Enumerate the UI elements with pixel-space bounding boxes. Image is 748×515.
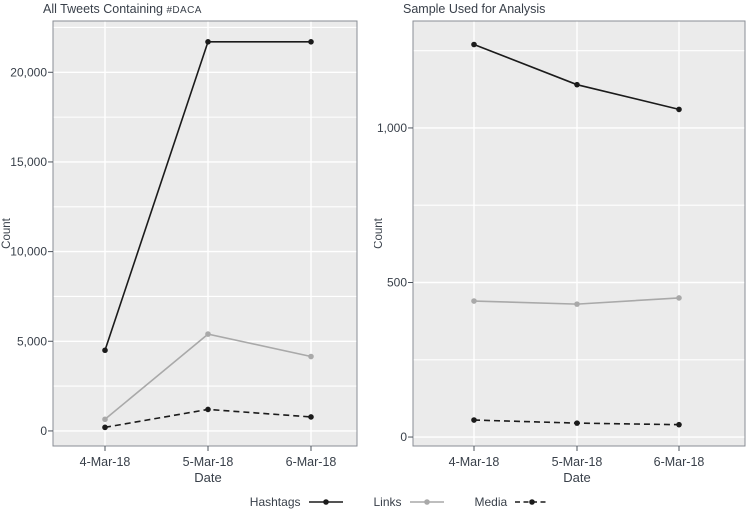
series-hashtags	[471, 41, 682, 113]
plot-background	[413, 21, 745, 446]
chart-title-all-tweets-text: All Tweets Containing	[43, 2, 167, 16]
plot-border	[52, 20, 358, 447]
y-tick-label: 10,000	[10, 245, 47, 259]
y-axis: 0 5,000 10,000 15,000 20,000	[10, 65, 53, 438]
series-hashtags	[102, 39, 314, 354]
legend-label-links: Links	[373, 495, 402, 509]
legend-marker	[322, 499, 329, 505]
data-point-links	[471, 298, 477, 304]
x-tick-label: 4-Mar-18	[449, 455, 500, 469]
data-point-media	[205, 406, 211, 413]
data-point-hashtags	[308, 39, 314, 45]
y-tick-label: 20,000	[10, 65, 47, 79]
x-axis-title: Date	[194, 470, 221, 485]
data-point-hashtags	[471, 41, 477, 48]
chart-title-all-tweets: All Tweets Containing #DACA	[43, 2, 202, 16]
data-point-media	[102, 424, 108, 431]
data-point-hashtags	[574, 81, 580, 88]
gridlines-vertical	[473, 21, 680, 446]
x-tick-label: 4-Mar-18	[80, 455, 131, 469]
data-point-links	[205, 331, 211, 337]
gridlines-minor	[53, 26, 357, 387]
data-point-hashtags	[205, 39, 211, 45]
y-tick-label: 500	[387, 275, 407, 289]
gridlines-minor	[413, 50, 745, 361]
data-point-hashtags	[676, 106, 682, 113]
y-tick-label: 1,000	[377, 121, 407, 135]
x-tick-label: 5-Mar-18	[183, 455, 234, 469]
y-axis-title: Count	[374, 217, 385, 248]
x-axis: 4-Mar-18 5-Mar-18 6-Mar-18	[449, 446, 705, 469]
legend-item-links: Links	[374, 495, 445, 509]
data-point-media	[574, 420, 580, 426]
y-tick-label: 0	[400, 430, 407, 444]
data-point-links	[308, 353, 314, 360]
y-axis-title: Count	[1, 217, 13, 248]
legend-label-hashtags: Hashtags	[249, 495, 301, 509]
data-point-links	[102, 416, 108, 423]
x-tick-label: 6-Mar-18	[654, 455, 705, 469]
chart-title-sample: Sample Used for Analysis	[403, 2, 546, 16]
series-media	[102, 406, 314, 431]
x-tick-label: 6-Mar-18	[286, 455, 337, 469]
chart-sample-used-for-analysis: 0 500 1,000 4-Mar-18 5-Mar-18 6-Mar-18 Date Cou…	[374, 20, 746, 485]
legend-item-media: Media	[475, 495, 551, 509]
y-tick-label: 0	[40, 424, 47, 438]
series-media	[471, 417, 682, 428]
legend-marker	[423, 499, 430, 505]
gridlines-major	[413, 127, 745, 438]
chart-title-daca-hashtag: #DACA	[166, 5, 202, 16]
series-links	[471, 295, 682, 307]
y-tick-label: 15,000	[10, 155, 47, 169]
legend-sample-hashtags-line-icon	[308, 499, 343, 505]
data-point-hashtags	[102, 347, 108, 354]
chart-all-tweets-containing-daca: 0 5,000 10,000 15,000 20,000 4-Mar-18 5-Mar-18…	[1, 20, 358, 485]
plot-background	[53, 21, 357, 446]
x-axis: 4-Mar-18 5-Mar-18 6-Mar-18	[80, 446, 337, 469]
data-point-media	[676, 421, 682, 428]
data-point-media	[308, 414, 314, 420]
x-tick-label: 5-Mar-18	[552, 455, 603, 469]
legend-item-hashtags: Hashtags	[250, 495, 344, 509]
series-links	[102, 331, 314, 423]
data-point-links	[574, 301, 580, 307]
legend-marker	[529, 499, 536, 505]
gridlines-major	[53, 71, 357, 432]
gridlines-vertical	[104, 21, 312, 446]
legend-sample-links-line-icon	[409, 499, 444, 505]
data-point-links	[676, 295, 682, 301]
legend-label-media: Media	[474, 495, 508, 509]
y-tick-label: 5,000	[17, 334, 47, 348]
legend-sample-media-line-icon	[515, 499, 550, 505]
x-axis-title: Date	[563, 470, 590, 485]
data-point-media	[471, 417, 477, 423]
plot-border	[412, 20, 746, 447]
chart-legend: Hashtags Links Media	[0, 492, 748, 512]
y-axis: 0 500 1,000	[377, 121, 413, 444]
